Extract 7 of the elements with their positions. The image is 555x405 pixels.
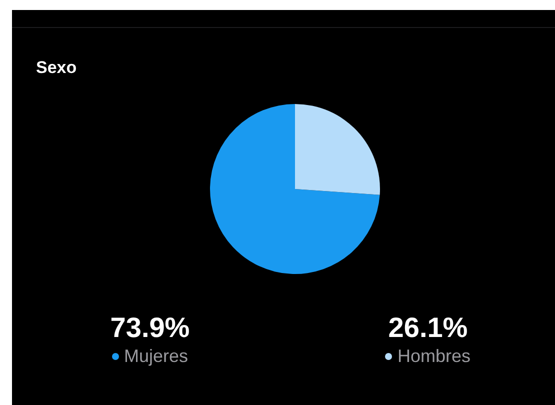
pie-slice <box>295 104 380 195</box>
data-label: 73.9% <box>109 312 191 344</box>
legend-label: Hombres <box>397 345 471 368</box>
chart-title: Sexo <box>36 58 77 78</box>
legend-label: Mujeres <box>124 345 188 368</box>
pie-slice <box>210 104 380 274</box>
data-label: 26.1% <box>387 312 469 344</box>
